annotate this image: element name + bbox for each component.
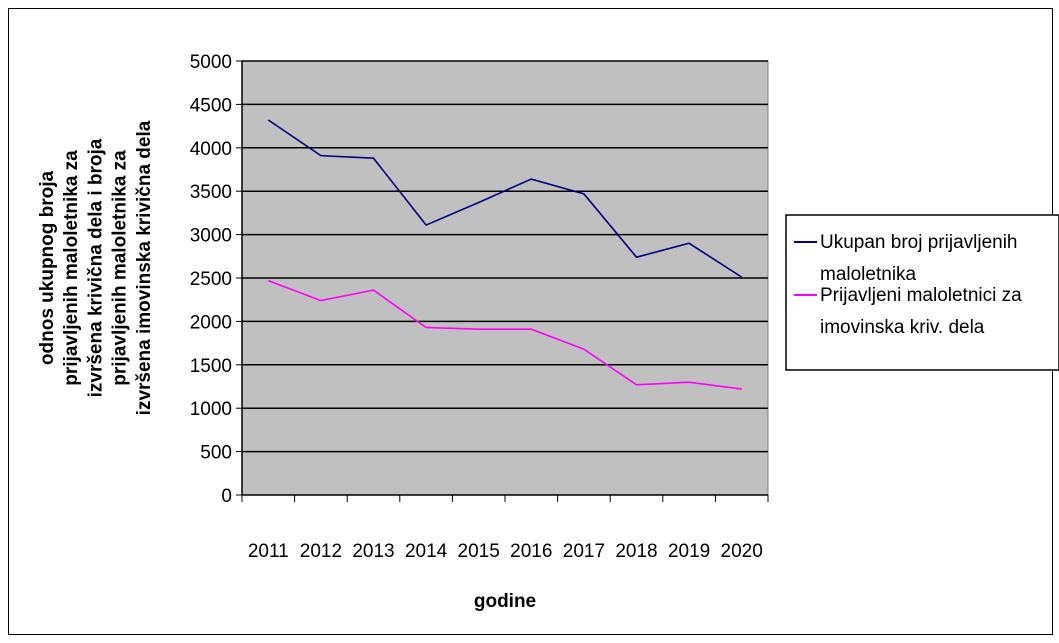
x-tick-label: 2019	[668, 541, 710, 562]
legend-label: Ukupan broj prijavljenih	[820, 232, 1018, 253]
y-tick-label: 4500	[190, 95, 232, 116]
x-tick-label: 2013	[352, 541, 394, 562]
x-tick-label: 2017	[563, 541, 605, 562]
y-tick-label: 500	[200, 443, 232, 464]
y-tick-label: 1500	[190, 356, 232, 377]
legend: Ukupan broj prijavljenih maloletnikaPrija…	[785, 214, 1059, 371]
y-axis-title-line: prijavljenih maloletnika za	[61, 150, 82, 386]
y-tick-label: 2000	[190, 312, 232, 333]
y-tick-label: 5000	[190, 52, 232, 73]
y-axis-title-line: odnos ukupnog broja	[37, 170, 58, 365]
legend-label: maloletnika	[820, 264, 917, 285]
y-tick-label: 0	[221, 486, 232, 507]
series-line-1	[267, 119, 743, 278]
y-tick-label: 2500	[190, 269, 232, 290]
x-tick-label: 2015	[458, 541, 500, 562]
y-axis-title-line: izvršena krivična dela i broja	[85, 138, 106, 397]
series-line-2	[268, 279, 742, 390]
y-axis-title-line: prijavljenih maloletnika za	[110, 150, 131, 386]
y-axis-ticks: 0 500 1000 1500 2000 2500 3000 3500 4000 4500 5000	[190, 52, 242, 507]
y-axis-title-line: izvršena imovinska krivična dela	[134, 120, 155, 415]
series-lines	[267, 119, 743, 390]
legend-label: Prijavljeni maloletnici za	[820, 285, 1022, 306]
y-tick-label: 1000	[190, 399, 232, 420]
x-tick-label: 2018	[615, 541, 657, 562]
legend-label: imovinska kriv. dela	[820, 317, 985, 338]
x-tick-label: 2014	[405, 541, 448, 562]
legend-box	[785, 214, 1059, 371]
grid-lines	[242, 60, 768, 453]
x-tick-label: 2011	[248, 541, 289, 562]
y-tick-label: 4000	[190, 139, 232, 160]
x-axis-ticks: 2011 2012 2013 2014 2015 2016 2017 2018 2019 2020	[241, 495, 769, 562]
y-tick-label: 3000	[190, 226, 232, 247]
x-tick-label: 2012	[300, 541, 342, 562]
y-axis-title: odnos ukupnog broja prijavljenih maloletn…	[37, 120, 155, 415]
x-axis-title: godine	[474, 591, 536, 612]
x-tick-label: 2020	[721, 541, 763, 562]
x-tick-label: 2016	[510, 541, 552, 562]
y-tick-label: 3500	[190, 182, 232, 203]
